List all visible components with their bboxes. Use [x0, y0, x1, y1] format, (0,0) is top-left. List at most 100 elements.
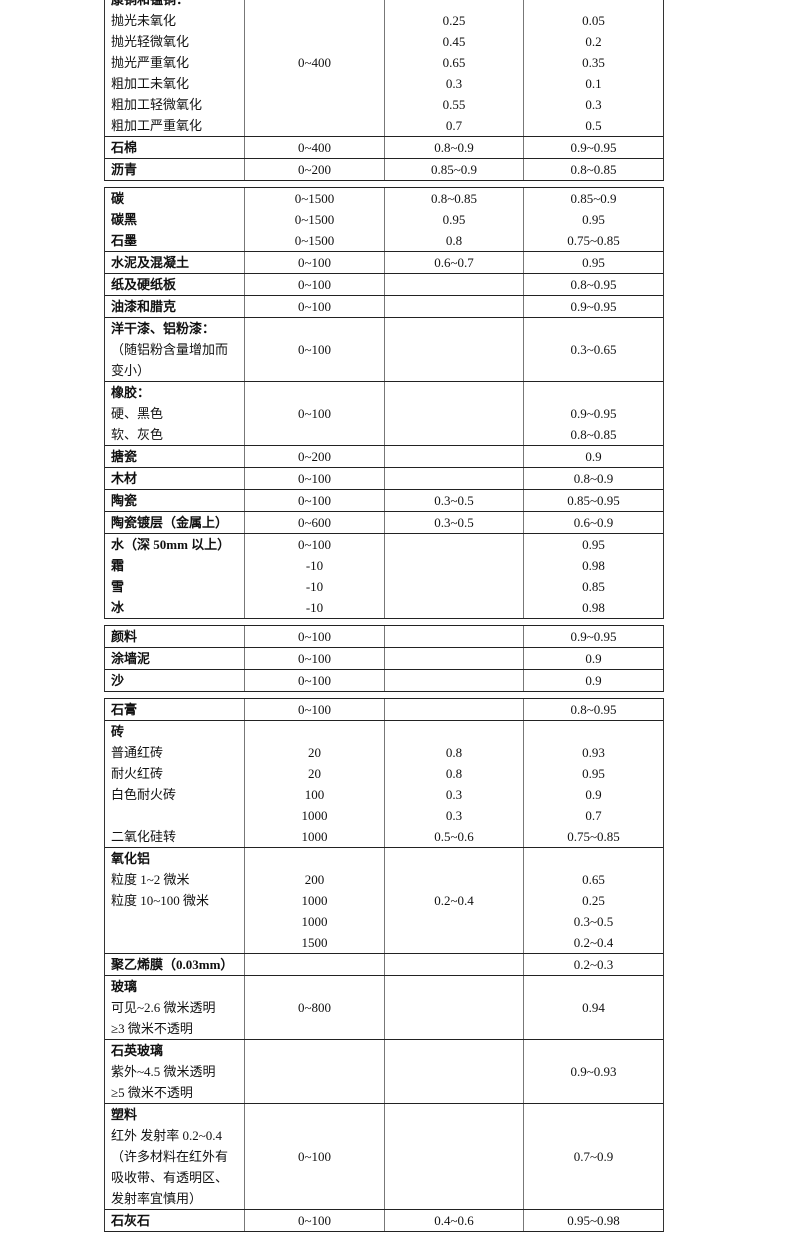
value-cell: 0~100: [244, 296, 384, 317]
value-cell: 0~100: [244, 468, 384, 489]
table-row: 康铜和锰铜： 抛光未氧化抛光轻微氧化抛光严重氧化粗加工未氧化粗加工轻微氧化粗加工严…: [105, 0, 663, 136]
value-cell: 20 20 100 1000 1000: [244, 721, 384, 847]
cell-text: 石英玻璃: [111, 1043, 164, 1058]
value-cell: 0.95: [523, 252, 663, 273]
value-cell: 0~200: [244, 159, 384, 180]
cell-text: 粒度 10~100 微米: [111, 893, 210, 908]
table-block: 碳碳黑 石墨 0~1500 0~1500 0~1500 0.8~0.85 0.95 0.8 0.…: [104, 187, 664, 619]
table-row: 洋干漆、铝粉漆： （随铝粉含量增加而 变小） 0~100 0.3~0.65: [105, 317, 663, 381]
cell-text: 粗加工未氧化: [111, 76, 190, 91]
cell-text: 普通红砖: [111, 745, 164, 760]
value-cell: 0.4~0.6: [384, 1210, 523, 1231]
value-cell: 0~100: [244, 382, 384, 445]
cell-text: 0.93: [582, 745, 605, 760]
cell-text: 0.3: [445, 76, 463, 91]
cell-text: 0~1500: [294, 191, 335, 206]
blank-line: [245, 848, 384, 869]
cell-text: 0~800: [297, 1000, 332, 1015]
table-row: 纸及硬纸板 0~100 0.8~0.95: [105, 273, 663, 295]
cell-text: 0.05: [582, 13, 605, 28]
cell-text: 陶瓷: [111, 493, 138, 508]
table-row: 水（深 50mm 以上） 霜雪冰 0~100 -10 -10 -10 0.95 0.98 0.8…: [105, 533, 663, 618]
table-row: 水泥及混凝土 0~100 0.6~0.7 0.95: [105, 251, 663, 273]
value-cell: [384, 954, 523, 975]
cell-text: 0.8: [445, 745, 463, 760]
value-cell: 0.3~0.5: [384, 512, 523, 533]
cell-text: 0.98: [582, 558, 605, 573]
cell-text: 0.6~0.7: [434, 255, 474, 270]
value-cell: [384, 648, 523, 669]
cell-text: 0.85~0.95: [567, 493, 620, 508]
table-row: 颜料 0~100 0.9~0.95: [105, 626, 663, 647]
cell-text: 0~100: [297, 255, 332, 270]
cell-text: 0.5: [585, 118, 602, 133]
cell-text: 木材: [111, 471, 138, 486]
table-row: 石灰石 0~100 0.4~0.6 0.95~0.98: [105, 1209, 663, 1231]
cell-text: 纸及硬纸板: [111, 277, 177, 292]
cell-text: （随铝粉含量增加而: [111, 342, 229, 357]
value-cell: [384, 1040, 523, 1103]
cell-text: 0.95: [442, 212, 466, 227]
material-cell: 颜料: [105, 626, 244, 647]
cell-text: 软、灰色: [111, 427, 164, 442]
value-cell: [384, 626, 523, 647]
value-cell: 0.2~0.3: [523, 954, 663, 975]
cell-text: 粒度 1~2 微米: [111, 872, 190, 887]
cell-text: 1000: [301, 893, 328, 908]
cell-text: 二氧化硅转: [111, 829, 177, 844]
table-row: 石膏 0~100 0.8~0.95: [105, 699, 663, 720]
table-row: 石英玻璃 紫外~4.5 微米透明 ≥5 微米不透明 0.9~0.93: [105, 1039, 663, 1103]
value-cell: [384, 670, 523, 691]
table-row: 涂墙泥 0~100 0.9: [105, 647, 663, 669]
material-cell: 玻璃 可见~2.6 微米透明 ≥3 微米不透明: [105, 976, 244, 1039]
material-cell: 涂墙泥: [105, 648, 244, 669]
cell-text: 0.85~0.9: [430, 162, 478, 177]
value-cell: 0.8~0.85 0.95 0.8: [384, 188, 523, 251]
table-row: 石棉 0~400 0.8~0.9 0.9~0.95: [105, 136, 663, 158]
value-cell: 0~100: [244, 699, 384, 720]
value-cell: 0.8~0.85: [523, 159, 663, 180]
cell-text: 0~100: [297, 342, 332, 357]
value-cell: 0.7~0.9: [523, 1104, 663, 1209]
cell-text: 洋干漆、铝粉漆：: [111, 321, 216, 336]
table-block: 石膏 0~100 0.8~0.95 砖普通红砖 耐火红砖 白色耐火砖 二氧化硅转 20 20 10…: [104, 698, 664, 1232]
value-cell: 0~400: [244, 0, 384, 136]
material-cell: 油漆和腊克: [105, 296, 244, 317]
cell-text: 0~100: [297, 1149, 332, 1164]
cell-text: 1000: [301, 914, 328, 929]
material-cell: 氧化铝 粒度 1~2 微米 粒度 10~100 微米: [105, 848, 244, 953]
value-cell: 0.2~0.4: [384, 848, 523, 953]
cell-text: 1000: [301, 808, 328, 823]
cell-text: 抛光未氧化: [111, 13, 177, 28]
table-row: 聚乙烯膜（0.03mm） 0.2~0.3: [105, 953, 663, 975]
cell-text: 0.75~0.85: [567, 233, 620, 248]
cell-text: 发射率宜慎用）: [111, 1191, 203, 1206]
cell-text: 0.94: [582, 1000, 605, 1015]
cell-text: 0.85: [582, 579, 605, 594]
table-row: 陶瓷 0~100 0.3~0.5 0.85~0.95: [105, 489, 663, 511]
cell-text: 0~1500: [294, 212, 335, 227]
value-cell: 0.9~0.95 0.8~0.85: [523, 382, 663, 445]
table-row: 玻璃 可见~2.6 微米透明 ≥3 微米不透明 0~800 0.94: [105, 975, 663, 1039]
cell-text: 1500: [301, 935, 328, 950]
cell-text: 白色耐火砖: [111, 787, 177, 802]
cell-text: 0~200: [297, 449, 332, 464]
value-cell: 0.6~0.9: [523, 512, 663, 533]
cell-text: 0.8~0.85: [430, 191, 478, 206]
cell-text: 0~100: [297, 629, 332, 644]
cell-text: 碳黑: [111, 212, 138, 227]
value-cell: 0~100 -10 -10 -10: [244, 534, 384, 618]
material-cell: 木材: [105, 468, 244, 489]
cell-text: 沙: [111, 673, 125, 688]
value-cell: 0.95 0.98 0.85 0.98: [523, 534, 663, 618]
material-cell: 沥青: [105, 159, 244, 180]
cell-text: 霜: [111, 558, 125, 573]
value-cell: [384, 382, 523, 445]
cell-text: ≥5 微米不透明: [111, 1085, 193, 1100]
cell-text: 耐火红砖: [111, 766, 164, 781]
cell-text: ≥3 微米不透明: [111, 1021, 193, 1036]
value-cell: 0~100: [244, 1104, 384, 1209]
value-cell: 0~200: [244, 446, 384, 467]
cell-text: 硬、黑色: [111, 406, 164, 421]
cell-text: 0.65: [582, 872, 605, 887]
